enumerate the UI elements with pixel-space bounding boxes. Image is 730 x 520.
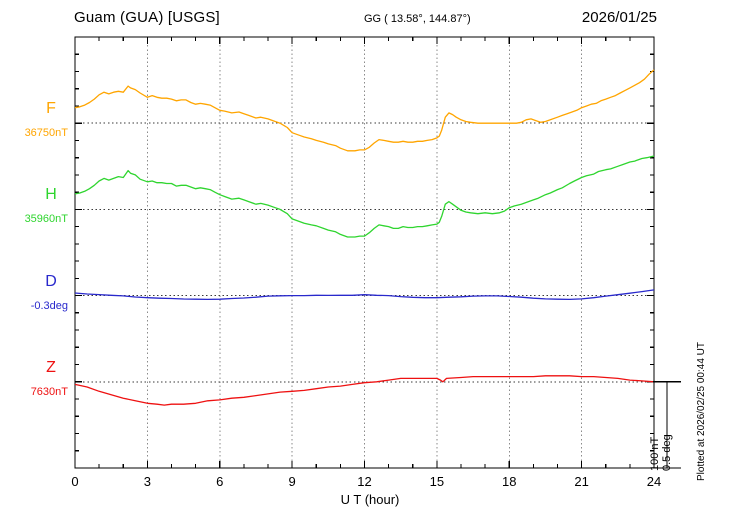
plotted-at-note: Plotted at 2026/02/25 00:44 UT (696, 342, 707, 481)
x-tick-label-9: 9 (288, 474, 296, 489)
x-tick-label-6: 6 (216, 474, 224, 489)
x-tick-label-21: 21 (574, 474, 589, 489)
component-H-letter: H (45, 186, 57, 204)
component-F-baseline-value: 36750nT (24, 127, 68, 140)
series-H-curve (74, 155, 655, 238)
station-coordinates: GG ( 13.58°, 144.87°) (364, 13, 471, 25)
station-title: Guam (GUA) [USGS] (74, 9, 220, 26)
series-Z-curve (74, 375, 655, 406)
x-axis-title: U T (hour) (340, 492, 400, 507)
component-H-baseline-value: 35960nT (24, 213, 68, 226)
x-tick-label-3: 3 (143, 474, 151, 489)
component-F-letter: F (46, 100, 56, 118)
component-D-letter: D (45, 272, 57, 290)
scale-bar-deg: 0.5 deg (661, 434, 673, 471)
axis-ticks (74, 37, 655, 468)
series-D-curve (74, 289, 655, 301)
x-tick-label-15: 15 (429, 474, 445, 489)
amplitude-scale-bar (653, 381, 681, 469)
x-tick-label-0: 0 (71, 474, 79, 489)
scale-bar-nt: 100 nT (649, 436, 661, 471)
grid-lines (75, 37, 654, 468)
component-D-baseline-value: -0.3deg (30, 299, 68, 312)
x-tick-label-24: 24 (646, 474, 662, 489)
series-F-curve (74, 69, 655, 152)
observation-date: 2026/01/25 (581, 9, 657, 26)
scale-bar-label: 100 nT 0.5 deg (649, 434, 673, 471)
x-tick-label-18: 18 (502, 474, 517, 489)
component-Z-baseline-value: 7630nT (30, 385, 68, 398)
x-tick-label-12: 12 (357, 474, 372, 489)
component-Z-letter: Z (46, 358, 56, 376)
